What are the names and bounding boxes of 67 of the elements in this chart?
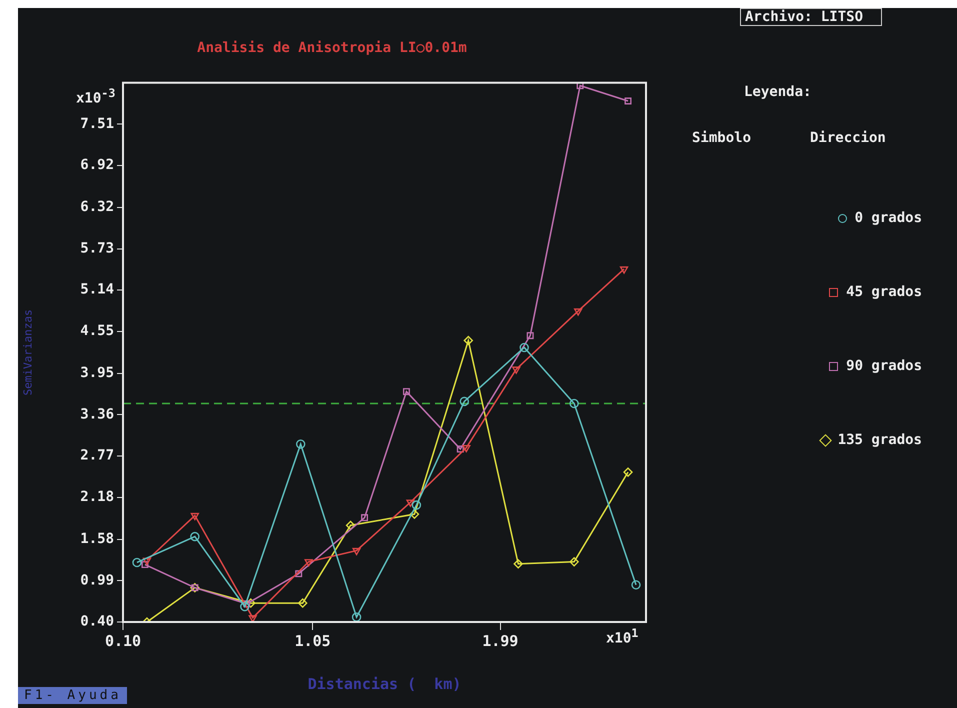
legend-title: Leyenda:	[744, 84, 812, 100]
point	[361, 514, 368, 522]
point	[406, 500, 415, 507]
legend-label: 135 grados	[838, 432, 922, 448]
y-tick-label: 3.95	[80, 365, 114, 382]
y-tick-label: 6.92	[80, 157, 114, 174]
point	[520, 342, 529, 352]
point	[631, 580, 641, 590]
point	[456, 446, 464, 453]
point	[512, 366, 520, 374]
point	[190, 512, 199, 520]
point	[464, 336, 473, 346]
y-tick-label: 0.99	[80, 572, 114, 588]
point	[352, 548, 361, 556]
point	[574, 308, 582, 316]
point	[298, 598, 308, 608]
point	[462, 444, 470, 452]
text: Simbolo	[692, 130, 752, 146]
text: Archivo: LITSO	[740, 8, 882, 26]
legend-label: 0 grados	[854, 210, 922, 226]
point	[142, 558, 152, 566]
text: Direccion	[810, 130, 886, 146]
point	[296, 439, 306, 449]
point	[141, 561, 148, 568]
point	[623, 467, 633, 477]
point	[352, 612, 362, 622]
y-axis-title: SemiVarianzas	[21, 309, 34, 396]
point	[240, 602, 250, 612]
point	[402, 388, 410, 396]
text: x10$^{1}$	[606, 626, 638, 647]
y-tick-label: 5.73	[80, 240, 114, 256]
point	[569, 557, 579, 566]
point	[460, 396, 469, 406]
point	[246, 598, 256, 608]
point	[190, 532, 200, 542]
point	[410, 510, 420, 519]
text: F1- Ayuda	[18, 687, 128, 704]
point	[243, 600, 250, 608]
legend-label: 45 grados	[846, 284, 922, 300]
chart-title: Analisis de Anisotropia LI○0.01m	[197, 40, 467, 56]
x-tick-label: 1.99	[482, 632, 518, 650]
point	[295, 570, 302, 578]
point	[569, 398, 579, 408]
point	[514, 559, 523, 569]
y-tick-label: 5.14	[80, 282, 114, 298]
y-tick-label: 2.18	[80, 488, 114, 505]
y-tick-label: 4.55	[80, 323, 114, 340]
point	[576, 82, 584, 90]
legend-label: 90 grados	[846, 358, 922, 374]
point	[248, 615, 257, 622]
point	[620, 266, 628, 274]
point	[132, 558, 142, 568]
point	[412, 500, 422, 510]
y-tick-label: 1.58	[80, 531, 114, 548]
y-tick-label: 3.36	[80, 406, 114, 422]
x-tick-label: 1.05	[294, 632, 331, 650]
x-axis-title: Distancias ( km)	[308, 674, 462, 693]
y-tick-label: 2.77	[80, 448, 114, 464]
point	[346, 520, 356, 530]
y-tick-label: 0.40	[80, 614, 114, 630]
y-tick-label: 7.51	[80, 116, 114, 132]
x-tick-label: 0.10	[104, 632, 142, 650]
y-tick-label: 6.32	[80, 199, 114, 216]
point	[624, 98, 632, 104]
point	[526, 332, 534, 340]
text: x10$^{-3}$	[76, 86, 116, 107]
point	[304, 559, 313, 566]
